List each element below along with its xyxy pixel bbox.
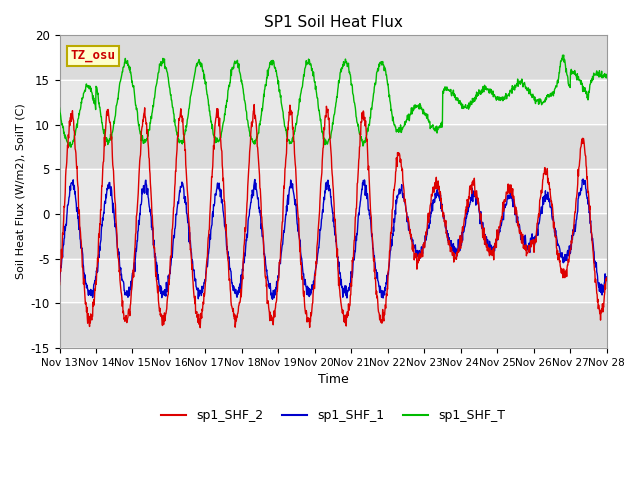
Legend: sp1_SHF_2, sp1_SHF_1, sp1_SHF_T: sp1_SHF_2, sp1_SHF_1, sp1_SHF_T (156, 404, 510, 427)
Bar (60, 303, 607, 348)
Bar (60, 214, 607, 259)
Y-axis label: Soil Heat Flux (W/m2), SoilT (C): Soil Heat Flux (W/m2), SoilT (C) (15, 104, 25, 279)
Bar (60, 36, 607, 80)
Bar (60, 125, 607, 169)
X-axis label: Time: Time (317, 373, 348, 386)
Text: TZ_osu: TZ_osu (70, 49, 115, 62)
Title: SP1 Soil Heat Flux: SP1 Soil Heat Flux (264, 15, 403, 30)
